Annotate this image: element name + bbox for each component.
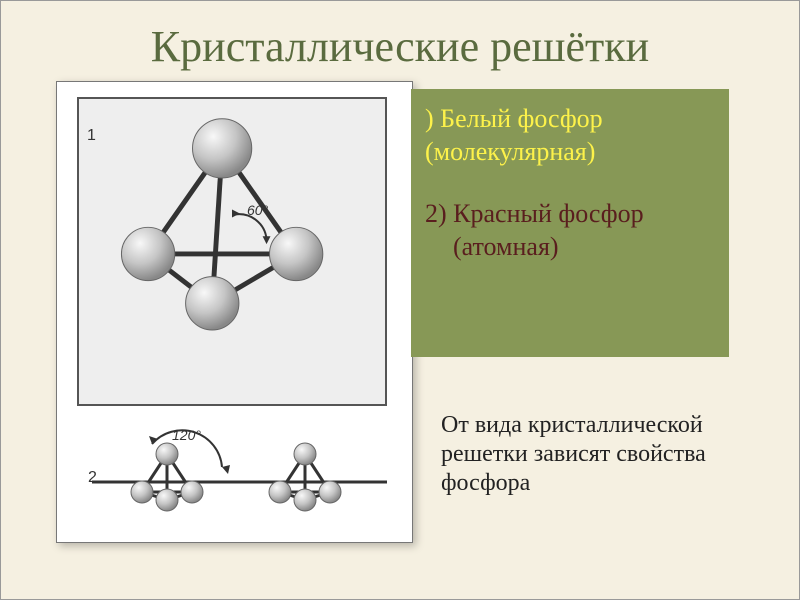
chain-svg <box>57 82 412 542</box>
slide-title: Кристаллические решётки <box>1 21 799 72</box>
figure-box: 1 60° 2 120° <box>56 81 413 543</box>
slide: Кристаллические решётки <box>0 0 800 600</box>
figure-label-2: 2 <box>88 469 97 487</box>
angle-label-60: 60° <box>247 202 268 218</box>
red-p-type: (атомная) <box>425 231 715 264</box>
red-p-title: 2) Красный фосфор <box>425 198 715 231</box>
white-p-title: ) Белый фосфор <box>425 103 715 136</box>
footer-caption: От вида кристаллической решетки зависят … <box>441 411 761 497</box>
white-p-type: (молекулярная) <box>425 136 715 169</box>
info-panel: ) Белый фосфор (молекулярная) 2) Красный… <box>411 89 729 357</box>
figure-label-1: 1 <box>87 127 96 145</box>
angle-label-120: 120° <box>172 427 201 443</box>
